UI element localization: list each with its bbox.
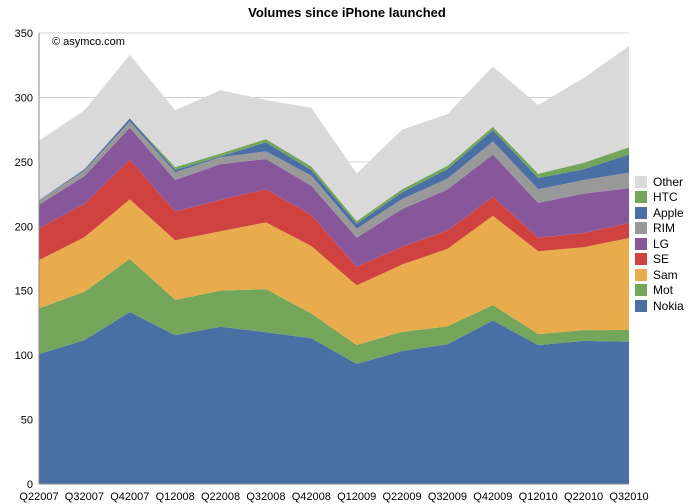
y-tick-label: 350: [15, 28, 33, 40]
x-tick-label: Q32007: [65, 491, 104, 503]
legend-item-other: Other: [635, 174, 684, 190]
x-tick-label: Q22009: [382, 491, 421, 503]
legend-label: Mot: [653, 283, 674, 298]
legend-label: HTC: [653, 190, 678, 205]
y-tick-label: 250: [15, 157, 33, 169]
axes: 0 50 100 150 200 250 300 350 Q22007 Q32007 Q42007 Q…: [15, 28, 649, 503]
x-tick-label: Q42007: [110, 491, 149, 503]
area-sam: [39, 199, 629, 345]
area-se: [39, 159, 629, 286]
legend-swatch: [635, 222, 647, 235]
legend-label: Nokia: [653, 298, 684, 313]
legend-label: SE: [653, 252, 670, 267]
area-other: [39, 45, 629, 222]
y-tick-label: 200: [15, 221, 33, 233]
legend-item-sam: Sam: [635, 267, 684, 283]
legend-item-htc: HTC: [635, 190, 684, 206]
legend-swatch: [635, 299, 647, 312]
x-tick-label: Q12008: [156, 491, 195, 503]
legend-swatch: [635, 175, 647, 188]
legend-swatch: [635, 191, 647, 204]
y-tick-label: 50: [21, 415, 33, 427]
x-tick-label: Q22010: [564, 491, 603, 503]
legend: Other HTC Apple RIM LG SE Sam Mot Nokia: [635, 174, 684, 314]
legend-item-lg: LG: [635, 236, 684, 252]
area-apple: [39, 118, 629, 229]
legend-item-apple: Apple: [635, 205, 684, 221]
legend-swatch: [635, 206, 647, 219]
legend-swatch: [635, 268, 647, 281]
x-tick-label: Q22008: [201, 491, 240, 503]
x-tick-label: Q32008: [246, 491, 285, 503]
y-tick-label: 300: [15, 92, 33, 104]
legend-swatch: [635, 284, 647, 297]
legend-item-rim: RIM: [635, 221, 684, 237]
legend-swatch: [635, 237, 647, 250]
legend-label: Apple: [653, 205, 684, 220]
x-tick-label: Q32010: [609, 491, 648, 503]
x-tick-label: Q42009: [473, 491, 512, 503]
area-series: [39, 45, 629, 484]
x-tick-label: Q32009: [428, 491, 467, 503]
legend-item-nokia: Nokia: [635, 298, 684, 314]
legend-item-se: SE: [635, 252, 684, 268]
area-nokia: [39, 311, 629, 484]
legend-item-mot: Mot: [635, 283, 684, 299]
watermark-label: © asymco.com: [52, 36, 125, 48]
legend-label: Sam: [653, 267, 678, 282]
legend-swatch: [635, 253, 647, 266]
area-mot: [39, 259, 629, 364]
y-tick-label: 0: [27, 479, 33, 491]
y-tick-label: 150: [15, 286, 33, 298]
legend-label: RIM: [653, 221, 675, 236]
y-tick-label: 100: [15, 350, 33, 362]
legend-label: Other: [653, 174, 684, 189]
x-tick-label: Q12010: [519, 491, 558, 503]
area-lg: [39, 127, 629, 267]
x-tick-label: Q12009: [337, 491, 376, 503]
chart-title: Volumes since iPhone launched: [248, 5, 446, 20]
x-tick-label: Q42008: [292, 491, 331, 503]
legend-label: LG: [653, 236, 670, 251]
x-tick-label: Q22007: [19, 491, 58, 503]
